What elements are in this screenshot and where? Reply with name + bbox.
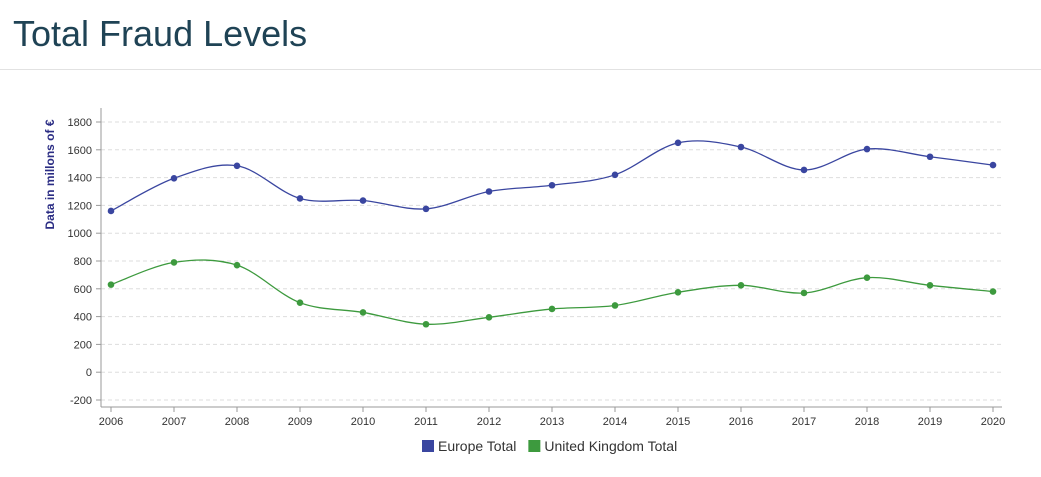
y-tick-label: 600	[74, 284, 92, 296]
data-point[interactable]	[611, 171, 619, 179]
legend-label-0[interactable]: Europe Total	[438, 438, 516, 454]
data-point[interactable]	[800, 166, 808, 174]
data-point[interactable]	[296, 195, 304, 202]
data-point[interactable]	[170, 174, 178, 182]
x-tick-label: 2011	[414, 416, 438, 428]
x-tick-label: 2019	[918, 416, 942, 428]
data-point[interactable]	[485, 188, 493, 195]
data-point[interactable]	[737, 282, 745, 289]
x-tick-label: 2007	[162, 416, 186, 428]
data-point[interactable]	[170, 259, 178, 266]
data-point[interactable]	[548, 181, 556, 189]
x-tick-label: 2009	[288, 416, 312, 428]
page-title: Total Fraud Levels	[13, 13, 308, 54]
series-lines	[107, 139, 997, 328]
x-tick-label: 2010	[351, 416, 375, 428]
series-line-0	[110, 140, 994, 212]
data-point[interactable]	[611, 302, 619, 309]
y-tick-label: 1600	[68, 145, 92, 157]
series-line-1	[110, 259, 994, 325]
legend-label-1[interactable]: United Kingdom Total	[544, 438, 677, 454]
grid-lines	[101, 121, 1002, 401]
x-tick-label: 2008	[225, 416, 249, 428]
data-point[interactable]	[107, 281, 115, 288]
legend: Europe Total United Kingdom Total	[422, 438, 677, 454]
data-point[interactable]	[674, 288, 682, 296]
x-tick-label: 2018	[855, 416, 879, 428]
data-point[interactable]	[926, 153, 934, 161]
data-point[interactable]	[989, 161, 997, 169]
x-tick-label: 2012	[477, 416, 501, 428]
y-axis-title: Data in millons of €	[43, 119, 57, 229]
data-point[interactable]	[422, 320, 430, 328]
data-point[interactable]	[107, 207, 115, 215]
data-point[interactable]	[989, 288, 997, 295]
axes: -200 0 200 400 600 800 1000 1200 1400 1600 1800 200…	[43, 108, 1005, 428]
data-point[interactable]	[737, 143, 745, 151]
y-tick-label: 1000	[68, 228, 92, 240]
data-point[interactable]	[674, 139, 682, 147]
y-tick-label: 1400	[68, 173, 92, 185]
x-tick-label: 2020	[981, 416, 1005, 428]
y-tick-label: 200	[74, 339, 92, 351]
y-tick-label: 0	[86, 367, 92, 379]
y-tick-label: 1800	[68, 117, 92, 129]
x-tick-label: 2013	[540, 416, 564, 428]
y-tick-label: -200	[70, 395, 92, 407]
data-point[interactable]	[296, 299, 304, 307]
x-tick-label: 2014	[603, 416, 627, 428]
data-point[interactable]	[233, 162, 241, 170]
data-point[interactable]	[548, 305, 556, 313]
y-tick-label: 800	[74, 256, 92, 268]
data-point[interactable]	[485, 313, 493, 321]
legend-swatch-1[interactable]	[528, 440, 541, 452]
x-tick-label: 2015	[666, 416, 690, 428]
data-point[interactable]	[359, 309, 367, 316]
data-point[interactable]	[359, 197, 367, 204]
page-header: Total Fraud Levels	[0, 0, 1041, 70]
y-tick-label: 400	[74, 312, 92, 324]
legend-swatch-0[interactable]	[422, 440, 434, 452]
data-point[interactable]	[800, 289, 808, 297]
x-tick-label: 2016	[729, 416, 753, 428]
y-tick-label: 1200	[68, 200, 92, 212]
data-point[interactable]	[863, 145, 871, 153]
x-tick-label: 2017	[792, 416, 816, 428]
data-point[interactable]	[926, 282, 934, 289]
data-point[interactable]	[233, 261, 241, 269]
data-point[interactable]	[863, 274, 871, 281]
data-point[interactable]	[422, 205, 430, 213]
x-tick-label: 2006	[99, 416, 123, 428]
